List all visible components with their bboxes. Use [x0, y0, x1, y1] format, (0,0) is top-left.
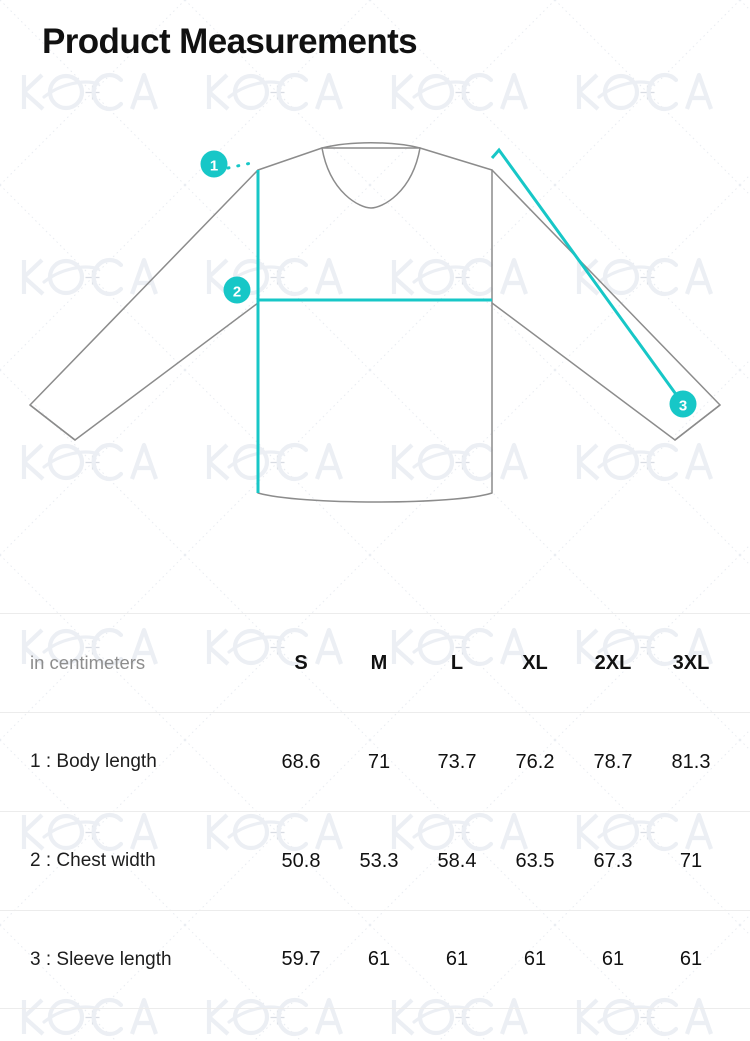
- cell-chest-width-m: 53.3: [359, 849, 399, 872]
- marker-2: 2: [223, 276, 251, 304]
- cell-body-length-3xl: 81.3: [671, 750, 711, 773]
- marker-3-label: 3: [679, 398, 687, 415]
- marker-1-leader: [226, 160, 258, 170]
- marker-1-label: 1: [210, 158, 218, 175]
- marker-1: 1: [200, 150, 228, 178]
- cell-sleeve-length-2xl: 61: [601, 948, 625, 970]
- table-header-row: in centimeters S M L XL 2XL 3XL: [0, 613, 750, 712]
- body-outline: [257, 147, 493, 503]
- row-label-sleeve-length: 3 : Sleeve length: [30, 948, 172, 970]
- unit-label: in centimeters: [30, 652, 146, 673]
- cell-sleeve-length-m: 61: [367, 948, 391, 970]
- column-header-xl: XL: [522, 651, 548, 674]
- cell-sleeve-length-3xl: 61: [679, 948, 703, 970]
- cell-chest-width-xl: 63.5: [515, 849, 555, 872]
- cell-sleeve-length-l: 61: [445, 948, 469, 970]
- cell-chest-width-2xl: 67.3: [593, 849, 633, 872]
- column-header-m: M: [370, 651, 388, 674]
- cell-body-length-2xl: 78.7: [593, 750, 633, 773]
- marker-2-label: 2: [233, 284, 241, 301]
- cell-sleeve-length-s: 59.7: [281, 948, 321, 970]
- column-header-s: S: [294, 651, 308, 674]
- left-sleeve: [29, 169, 259, 441]
- left-cuff: [29, 404, 76, 441]
- measurements-table: in centimeters S M L XL 2XL 3XL 1 : Body…: [0, 613, 750, 1009]
- cell-sleeve-length-xl: 61: [523, 948, 547, 970]
- row-label-chest-width: 2 : Chest width: [30, 850, 156, 871]
- column-header-2xl: 2XL: [594, 651, 632, 674]
- garment-diagram: 1 2 3: [29, 142, 721, 503]
- row-label-body-length: 1 : Body length: [30, 751, 157, 772]
- sleeve-length-measure-line: [490, 147, 685, 405]
- table-row: 1 : Body length 68.6 71 73.7 76.2 78.7 8…: [0, 712, 750, 811]
- cell-body-length-xl: 76.2: [515, 750, 555, 773]
- column-header-3xl: 3XL: [672, 651, 710, 674]
- page-title: Product Measurements: [42, 22, 418, 61]
- shoulder-seam: [321, 142, 421, 149]
- table-row: 3 : Sleeve length 59.7 61 61 61 61 61: [0, 910, 750, 1009]
- cell-body-length-m: 71: [367, 750, 391, 773]
- cell-body-length-s: 68.6: [281, 750, 321, 773]
- neckline: [321, 147, 421, 209]
- table-row: 2 : Chest width 50.8 53.3 58.4 63.5 67.3…: [0, 811, 750, 910]
- marker-3: 3: [669, 390, 697, 418]
- cell-chest-width-s: 50.8: [281, 849, 321, 872]
- cell-chest-width-l: 58.4: [437, 849, 477, 872]
- cell-body-length-l: 73.7: [437, 750, 477, 773]
- column-header-l: L: [450, 651, 464, 674]
- cell-chest-width-3xl: 71: [679, 849, 703, 872]
